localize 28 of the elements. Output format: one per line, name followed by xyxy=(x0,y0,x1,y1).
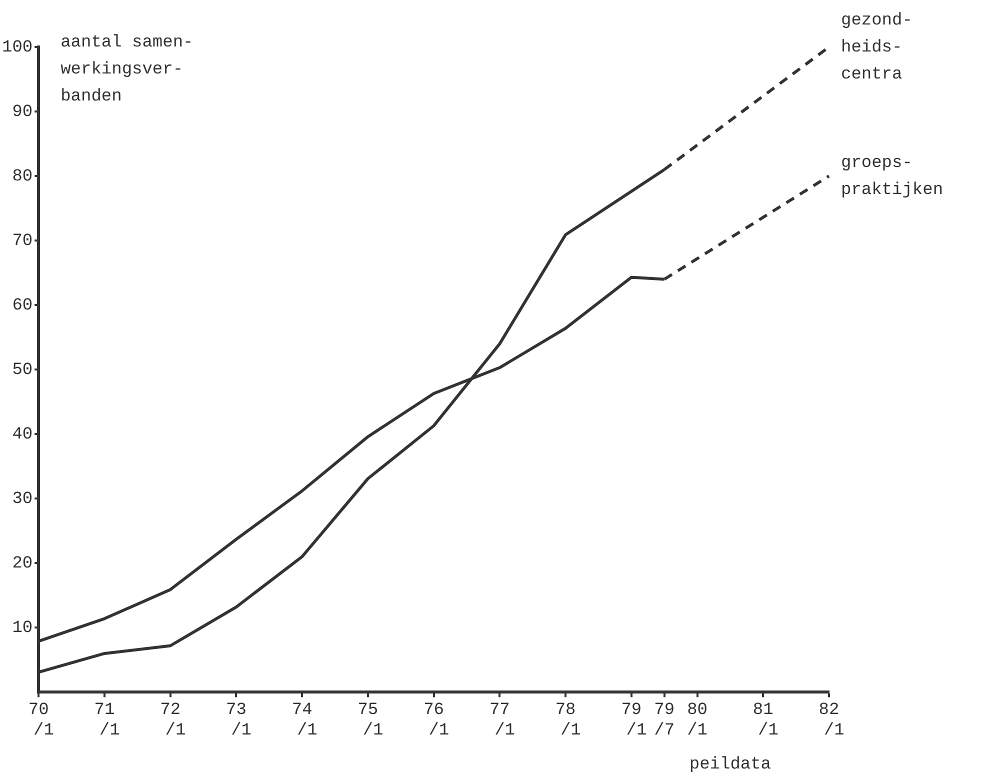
y-tick-label: 10 xyxy=(12,619,33,638)
y-tick-label: 80 xyxy=(12,168,33,187)
x-tick-label: 77 /1 xyxy=(484,700,515,740)
x-tick-label: 80 /1 xyxy=(687,700,708,740)
x-tick-label: 70 /1 xyxy=(23,700,54,740)
x-tick-label: 73 /1 xyxy=(220,700,252,740)
y-tick-label: 50 xyxy=(12,361,33,380)
y-tick-label: 100 xyxy=(2,38,33,58)
x-tick-label: 79 /1 xyxy=(616,700,647,740)
x-tick-label: 78 /1 xyxy=(550,700,581,740)
x-tick-label: 76 /1 xyxy=(418,700,450,740)
y-tick-label: 70 xyxy=(12,232,33,252)
y-tick-label: 40 xyxy=(12,426,33,445)
x-tick-label: 71 /1 xyxy=(89,700,120,740)
y-tick-label: 30 xyxy=(12,490,33,510)
series-label: groeps- praktijken xyxy=(841,154,944,200)
x-tick-label: 79 /7 xyxy=(654,700,675,740)
y-axis-title: aantal samen- werkingsver- banden xyxy=(60,34,194,106)
series-label: gezond- heids- centra xyxy=(841,12,912,84)
x-tick-label: 82 /1 xyxy=(814,700,844,740)
y-tick-label: 90 xyxy=(12,103,33,122)
x-tick-label: 72 /1 xyxy=(155,700,186,740)
y-tick-label: 60 xyxy=(12,296,33,316)
y-tick-label: 20 xyxy=(12,554,33,574)
x-tick-label: 74 /1 xyxy=(286,700,318,740)
x-axis-title: peildata xyxy=(689,756,772,775)
x-tick-label: 81 /1 xyxy=(748,700,778,740)
x-tick-label: 75 /1 xyxy=(352,700,384,740)
